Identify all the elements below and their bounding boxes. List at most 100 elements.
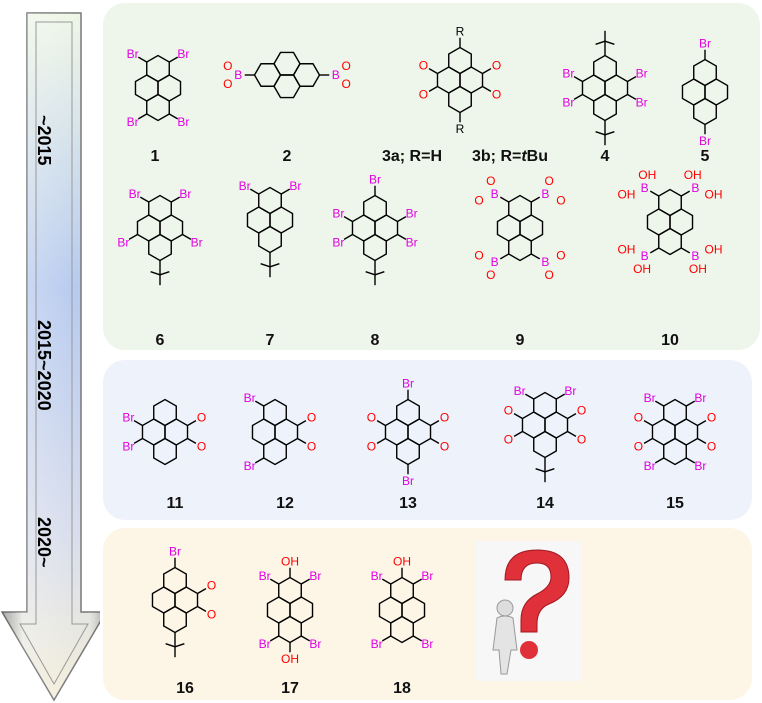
atom-label-br: Br — [402, 474, 414, 488]
atom-label-o: O — [207, 608, 216, 622]
atom-label-o: O — [556, 193, 565, 207]
atom-label-o: O — [197, 410, 206, 424]
substituent-bond — [269, 635, 280, 642]
substituent-bond — [343, 216, 353, 223]
atom-label-br: Br — [406, 206, 418, 220]
substituent-bond — [168, 113, 179, 120]
compound-number-label: 15 — [666, 495, 684, 512]
pyrene-ring-bond — [263, 437, 287, 466]
compound-number-label: 18 — [393, 680, 411, 697]
substituent-bond — [133, 420, 143, 427]
atom-label-o: O — [486, 268, 495, 282]
atom-label-o: O — [307, 410, 316, 424]
compound-number-label: 5 — [700, 148, 710, 165]
atom-label-o: O — [504, 403, 513, 417]
atom-label-br: Br — [129, 187, 141, 201]
pyrene-ring-bond — [146, 93, 170, 122]
substituent-bond — [139, 196, 150, 203]
atom-label-r: R — [456, 122, 465, 136]
atom-label-o: O — [307, 440, 316, 454]
atom-label-b: B — [332, 68, 340, 82]
substituent-bond — [254, 457, 265, 464]
substituent-bond — [499, 253, 510, 260]
atom-label-br: Br — [169, 544, 181, 558]
substituent-bond — [685, 400, 696, 407]
atom-label-o: O — [341, 59, 350, 73]
substituent-bond — [697, 420, 707, 427]
atom-label-oh: OH — [705, 243, 723, 257]
atom-label-o: O — [634, 440, 643, 454]
atom-label-oh: OH — [281, 554, 299, 568]
compound-3b-suffix: Bu — [526, 148, 548, 165]
atom-label-b: B — [691, 249, 699, 263]
substituent-bond — [643, 437, 653, 444]
atom-label-b: B — [234, 68, 242, 82]
compound-number-label: 17 — [281, 680, 299, 697]
substituent-bond — [428, 85, 438, 92]
substituent-bond — [254, 400, 265, 407]
atom-label-br: Br — [406, 236, 418, 250]
panel-before-2015 — [103, 3, 760, 350]
compound-number-label: 4 — [600, 148, 610, 165]
substituent-bond — [680, 190, 691, 197]
compound-number-label: 10 — [661, 332, 679, 349]
tert-butyl-bond — [150, 271, 161, 276]
substituent-bond — [269, 578, 280, 585]
pyrene-ring-bond — [658, 227, 682, 256]
atom-label-o: O — [707, 410, 716, 424]
atom-label-oh: OH — [689, 262, 707, 276]
atom-label-br: Br — [127, 115, 139, 129]
atom-label-br: Br — [177, 47, 189, 61]
atom-label-oh: OH — [684, 168, 702, 182]
substituent-bond — [654, 457, 665, 464]
atom-label-oh: OH — [633, 262, 651, 276]
atom-label-o: O — [223, 77, 232, 91]
compound-number-label: 14 — [536, 495, 554, 512]
atom-label-br: Br — [244, 459, 256, 473]
substituent-bond — [137, 113, 148, 120]
compound-number-label: 8 — [370, 332, 380, 349]
atom-label-br: Br — [564, 384, 576, 398]
atom-label-o: O — [634, 410, 643, 424]
atom-label-o: O — [545, 174, 554, 188]
atom-label-r: R — [456, 24, 465, 38]
substituent-bond — [697, 437, 707, 444]
atom-label-b: B — [491, 187, 499, 201]
atom-label-br: Br — [699, 36, 711, 50]
atom-label-br: Br — [694, 459, 706, 473]
pyrene-ring-bond — [663, 437, 687, 466]
atom-label-o: O — [486, 174, 495, 188]
atom-label-oh: OH — [638, 168, 656, 182]
atom-label-br: Br — [371, 637, 383, 651]
atom-label-br: Br — [371, 569, 383, 583]
atom-label-br: Br — [117, 236, 129, 250]
substituent-bond — [430, 420, 440, 427]
atom-label-br: Br — [402, 376, 414, 390]
substituent-bond — [168, 56, 179, 63]
panel-after-2020 — [103, 528, 752, 700]
substituent-bond — [482, 85, 492, 92]
atom-label-o: O — [577, 433, 586, 447]
atom-label-o: O — [545, 268, 554, 282]
timeline-arrow-icon — [0, 12, 100, 702]
compound-number-label: 1 — [150, 148, 160, 165]
atom-label-br: Br — [191, 236, 203, 250]
compound-number-label: 9 — [515, 332, 525, 349]
substituent-bond — [249, 188, 260, 195]
atom-label-o: O — [577, 403, 586, 417]
substituent-bond — [649, 247, 660, 254]
atom-label-o: O — [367, 410, 376, 424]
tert-butyl-bond — [544, 468, 555, 473]
atom-label-br: Br — [514, 384, 526, 398]
substituent-bond — [428, 68, 438, 75]
substituent-bond — [297, 420, 307, 427]
compound-3b-label: 3b; R=tBu — [472, 148, 548, 166]
substituent-bond — [627, 76, 637, 83]
atom-label-br: Br — [421, 569, 433, 583]
atom-label-br: Br — [636, 66, 648, 80]
tert-butyl-bond — [604, 131, 615, 136]
substituent-bond — [499, 196, 510, 203]
substituent-bond — [530, 253, 541, 260]
compound-3a-label: 3a; R=H — [381, 148, 443, 165]
